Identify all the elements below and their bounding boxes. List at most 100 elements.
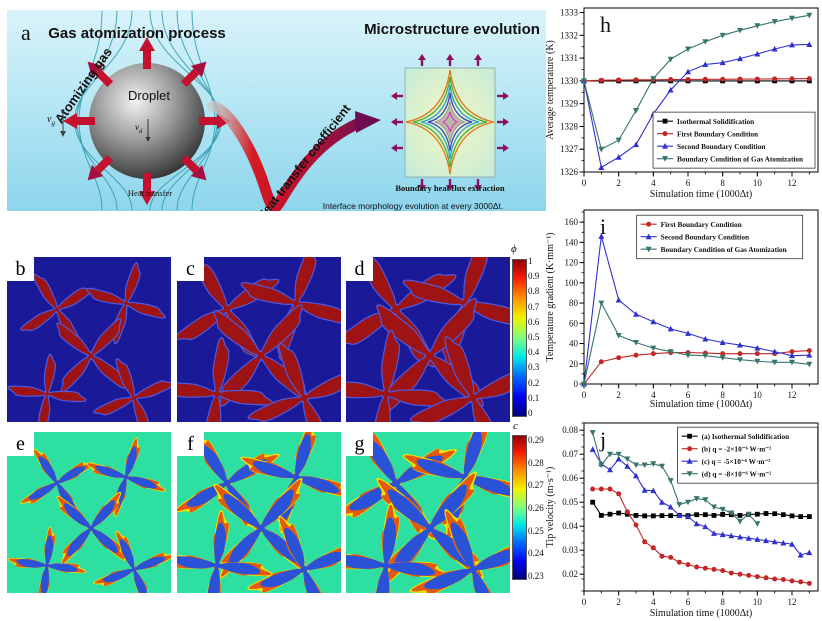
dendrite-rim <box>402 432 510 541</box>
marker <box>789 349 795 355</box>
marker <box>598 164 605 170</box>
y-axis-label: Temperature gradient (K·mm⁻¹) <box>545 232 556 361</box>
marker <box>797 551 804 558</box>
flux-arrow-icon <box>474 179 482 191</box>
marker <box>687 433 692 439</box>
droplet-heat-arrows <box>63 37 231 205</box>
vd-arrowhead-icon <box>145 137 151 142</box>
x-tick-label: 4 <box>651 178 656 188</box>
dendrite <box>16 535 78 593</box>
marker <box>711 504 717 511</box>
marker <box>806 514 812 519</box>
marker <box>615 296 622 303</box>
marker <box>737 27 743 34</box>
y-tick-label: 1330 <box>560 76 579 86</box>
marker <box>646 221 652 227</box>
flux-arrow-icon <box>446 179 454 191</box>
legend-label: Isothermal Solidification <box>677 117 754 126</box>
marker <box>633 522 639 528</box>
x-axis-label: Simulation time (1000Δt) <box>650 608 753 619</box>
marker <box>806 41 813 47</box>
panel-c-label: c <box>177 257 204 281</box>
legend-label: First Boundary Condition <box>677 129 758 138</box>
heat-transfer-label: Heat transfer <box>128 188 172 198</box>
marker <box>780 576 786 582</box>
marker <box>589 446 596 452</box>
dendrite <box>247 342 341 422</box>
dendrite-contours <box>405 69 495 175</box>
y-tick-label: 140 <box>565 237 579 247</box>
swoosh-arrowhead-icon <box>355 111 381 133</box>
dendrite <box>20 273 94 346</box>
colorbar-tick-label: 0.9 <box>528 271 540 282</box>
marker <box>702 523 709 530</box>
marker <box>607 466 613 473</box>
marker <box>754 76 760 82</box>
marker <box>650 487 657 494</box>
marker <box>650 351 656 357</box>
x-tick-label: 10 <box>753 178 763 188</box>
marker <box>771 538 778 545</box>
colorbar-tick-label: 0.24 <box>528 548 544 559</box>
y-tick-label: 0 <box>574 379 579 389</box>
marker <box>737 533 743 540</box>
panel-d-phase-field: d <box>346 257 510 422</box>
panel-a-canvas: a Gas atomization process Microstructure… <box>21 10 540 223</box>
marker <box>745 511 752 518</box>
marker <box>754 536 761 542</box>
y-axis-label: Tip velocity (m·s⁻¹) <box>545 467 556 548</box>
marker <box>702 512 708 518</box>
flux-arrow-icon <box>497 92 509 100</box>
panel-e-solute-field: e <box>7 432 171 593</box>
marker <box>737 341 743 348</box>
marker <box>693 520 700 527</box>
marker <box>694 512 700 518</box>
marker <box>737 55 743 62</box>
marker <box>650 461 657 467</box>
x-tick-label: 10 <box>753 390 763 400</box>
marker <box>763 511 769 516</box>
marker <box>616 510 622 516</box>
flux-arrow-icon <box>446 54 454 66</box>
y-axis-label: Average temperature (K) <box>545 40 556 140</box>
x-tick-label: 4 <box>651 390 656 400</box>
y-tick-label: 0.02 <box>562 569 578 579</box>
boundary-flux-arrows <box>391 54 509 191</box>
marker <box>676 559 682 565</box>
marker <box>694 564 700 570</box>
marker <box>598 146 605 153</box>
legend-label: First Boundary Condition <box>661 220 742 229</box>
marker <box>598 359 604 365</box>
series-line <box>583 301 810 385</box>
dendrite <box>93 357 171 422</box>
microstructure-evolution-title: Microstructure evolution <box>364 21 540 38</box>
marker <box>711 513 717 518</box>
heat-arrow-icon <box>180 61 207 88</box>
colorbar-phi <box>512 259 527 417</box>
x-axis-label: Simulation time (1000Δt) <box>650 189 753 200</box>
legend-label: (b) q = -2×10⁻⁶ W·m⁻² <box>702 445 773 454</box>
marker <box>772 76 778 82</box>
y-tick-label: 1329 <box>560 99 579 109</box>
x-tick-label: 6 <box>686 390 691 400</box>
marker <box>581 78 587 84</box>
marker <box>737 357 743 363</box>
marker <box>754 574 760 580</box>
marker <box>624 456 631 463</box>
marker <box>685 352 691 359</box>
heat-arrow-icon <box>87 154 114 181</box>
marker <box>598 486 604 492</box>
panel-e-label: e <box>7 432 34 456</box>
y-tick-label: 1331 <box>560 53 578 63</box>
panel-b-label: b <box>7 257 34 281</box>
marker <box>772 576 778 582</box>
marker <box>806 12 813 19</box>
colorbar-tick-label: 0 <box>528 408 533 418</box>
marker <box>763 537 769 544</box>
heat-arrow-icon <box>139 173 155 205</box>
marker <box>598 513 604 518</box>
marker <box>806 361 813 368</box>
marker <box>720 512 726 517</box>
contour-line <box>420 84 480 160</box>
panel-f-solute-field: f <box>177 432 341 593</box>
